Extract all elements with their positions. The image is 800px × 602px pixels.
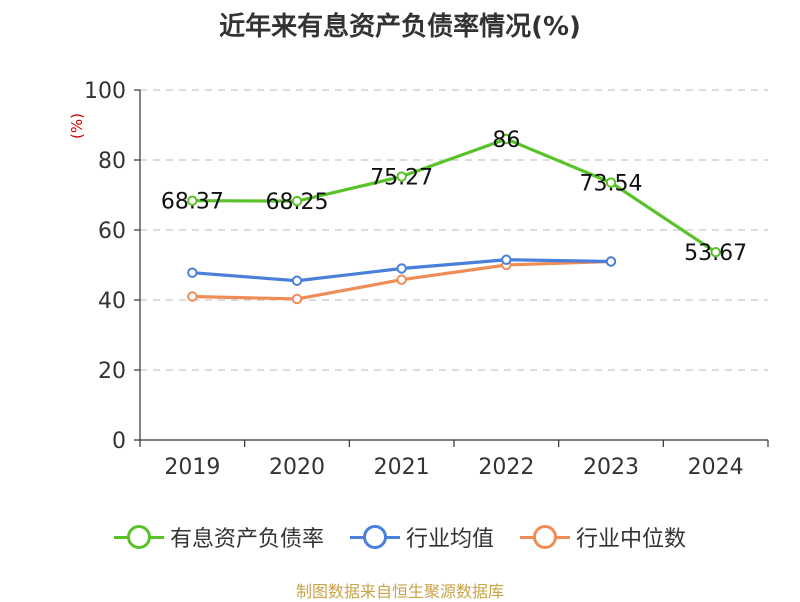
data-label: 86	[492, 128, 520, 153]
x-tick-label: 2020	[269, 455, 325, 480]
axes: 0 20 40 60 80 100 (%) 2019 2020 2021 2022 2023 2024	[68, 79, 769, 480]
y-tick-label: 20	[98, 359, 126, 384]
x-tick-label: 2023	[583, 455, 639, 480]
y-tick-label: 40	[98, 289, 126, 314]
data-point	[501, 254, 512, 265]
legend-item[interactable]: 行业均值	[349, 521, 494, 553]
data-point	[291, 195, 303, 207]
legend-item[interactable]: 有息资产负债率	[113, 521, 324, 553]
source-note: 制图数据来自恒生聚源数据库	[295, 582, 504, 601]
x-tick-label: 2024	[688, 455, 744, 480]
y-tick-label: 80	[98, 149, 126, 174]
gridlines	[140, 89, 768, 371]
x-tick-label: 2021	[374, 455, 430, 480]
data-point	[710, 246, 721, 258]
data-point	[396, 263, 407, 274]
legend-swatch	[520, 524, 570, 550]
data-label: 73.54	[580, 172, 643, 197]
data-point	[187, 195, 198, 206]
data-point	[291, 293, 303, 305]
y-axis-label: (%)	[68, 113, 86, 139]
data-labels: 68.37 68.25 75.27 86 73.54 53.67	[161, 128, 747, 266]
series-line	[192, 137, 717, 254]
legend-label: 有息资产负债率	[169, 527, 324, 552]
legend: 有息资产负债率 行业均值 行业中位数	[0, 520, 800, 554]
y-tick-label: 60	[98, 219, 126, 244]
x-tick-label: 2022	[478, 455, 534, 480]
data-label: 53.67	[684, 241, 747, 266]
y-tick-label: 0	[112, 429, 126, 454]
chart-title: 近年来有息资产负债率情况(%)	[219, 12, 581, 42]
data-label: 75.27	[370, 166, 433, 191]
data-point	[605, 256, 617, 267]
data-point	[396, 274, 407, 285]
data-point	[187, 291, 198, 302]
legend-label: 行业中位数	[576, 527, 687, 552]
data-point	[396, 171, 407, 182]
legend-label: 行业均值	[405, 527, 494, 552]
series-layer	[187, 133, 721, 305]
data-point	[501, 133, 512, 145]
data-label: 68.25	[266, 190, 329, 215]
y-tick-label: 100	[84, 79, 126, 104]
legend-swatch	[113, 524, 164, 550]
data-point	[605, 177, 617, 188]
legend-swatch	[349, 524, 400, 550]
x-tick-label: 2019	[164, 455, 220, 480]
data-point	[291, 275, 303, 286]
legend-item[interactable]: 行业中位数	[520, 521, 686, 553]
data-label: 68.37	[161, 190, 224, 215]
data-point	[187, 267, 198, 278]
